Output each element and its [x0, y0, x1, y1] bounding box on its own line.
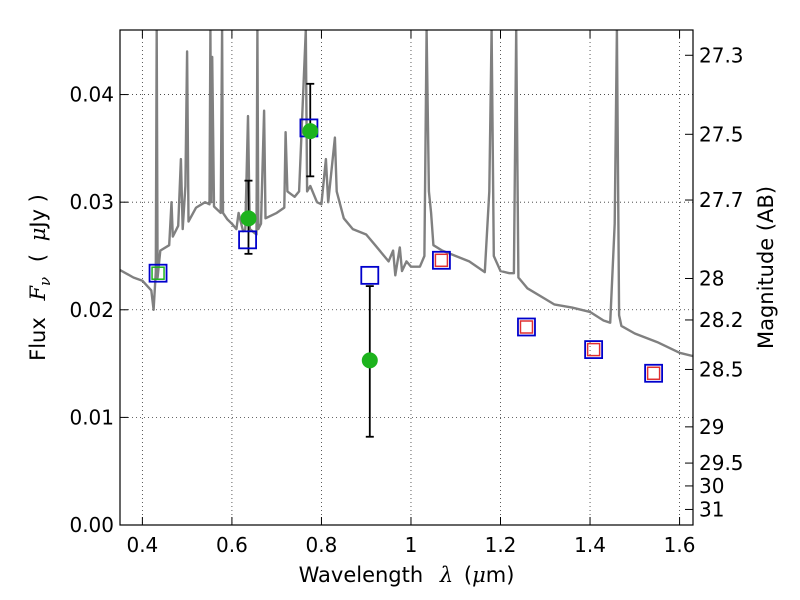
- model-point-box: [644, 363, 664, 383]
- y-axis-label-unit-mu: μ: [26, 228, 50, 242]
- model-point-box: [238, 230, 257, 250]
- model-point-inner: [586, 342, 601, 357]
- tick-labels: 0.4 0.6 0.8 1 1.2 1.4 1.6 0.00 0.01 0.02 0.03 0.04 2…: [69, 43, 743, 557]
- y2-tick-label: 29.5: [699, 451, 744, 475]
- axis-ticks: [120, 30, 693, 526]
- y-axis-label-subscript: ν: [36, 277, 54, 286]
- y2-tick-label: 28: [699, 266, 724, 290]
- model-point-inner: [519, 320, 534, 334]
- y-tick-label: 0.02: [69, 298, 114, 322]
- y-axis-label-unit: Jy ): [26, 194, 50, 230]
- y-axis-label-prefix: Flux: [26, 317, 50, 361]
- model-point-box: [517, 317, 536, 337]
- model-point-box: [584, 340, 604, 359]
- model-point-box: [432, 250, 451, 270]
- y2-tick-label: 27.3: [699, 43, 744, 67]
- y2-tick-label: 28.2: [699, 308, 744, 332]
- model-point-inner: [151, 266, 165, 280]
- model-point-box: [360, 265, 380, 285]
- grid: [120, 30, 693, 525]
- x-tick-label: 0.6: [216, 533, 248, 557]
- y2-tick-label: 31: [699, 497, 724, 521]
- x-axis-label-prefix: Wavelength: [299, 563, 424, 587]
- y-tick-label: 0.00: [69, 513, 114, 537]
- model-point: [360, 265, 380, 285]
- observed-point: [240, 210, 257, 227]
- y2-tick-label: 27.7: [699, 188, 744, 212]
- observed-point: [302, 123, 319, 140]
- x-tick-label: 0.8: [306, 533, 338, 557]
- x-axis-label: Wavelength λ (μm): [299, 563, 515, 587]
- x-tick-label: 1.4: [574, 533, 606, 557]
- model-point: [517, 317, 536, 337]
- observed-point: [361, 352, 378, 369]
- y2-tick-label: 29: [699, 415, 724, 439]
- y-tick-label: 0.04: [69, 83, 114, 107]
- right-axis-label: Magnitude (AB): [754, 186, 778, 349]
- model-point-inner: [434, 253, 449, 268]
- x-tick-label: 1.6: [664, 533, 696, 557]
- y-tick-label: 0.03: [69, 190, 114, 214]
- y-tick-label: 0.01: [69, 405, 114, 429]
- x-tick-label: 0.4: [126, 533, 158, 557]
- y2-tick-label: 30: [699, 474, 724, 498]
- x-axis-label-unit: m): [486, 563, 515, 587]
- y-axis-label-symbol: F: [26, 285, 50, 302]
- plot-area: [120, 30, 693, 438]
- y-axis-label-open: (: [26, 254, 50, 262]
- x-axis-label-symbol: λ: [439, 563, 453, 587]
- x-axis-label-open: (: [464, 563, 472, 587]
- model-point: [644, 363, 664, 383]
- model-point: [432, 250, 451, 270]
- model-point: [238, 230, 257, 250]
- x-tick-label: 1.2: [485, 533, 517, 557]
- x-axis-label-unit-mu: μ: [472, 563, 486, 587]
- model-point-box: [148, 263, 168, 283]
- y2-tick-label: 28.5: [699, 357, 744, 381]
- y2-tick-label: 27.5: [699, 122, 744, 146]
- plot-frame: [119, 29, 694, 526]
- template-spectrum-line: [120, 30, 693, 358]
- model-point: [584, 340, 604, 359]
- model-point-inner: [646, 366, 661, 381]
- x-tick-label: 1: [405, 533, 418, 557]
- model-point: [148, 263, 168, 283]
- y-axis-label: Flux Fν ( μJy ): [26, 194, 55, 361]
